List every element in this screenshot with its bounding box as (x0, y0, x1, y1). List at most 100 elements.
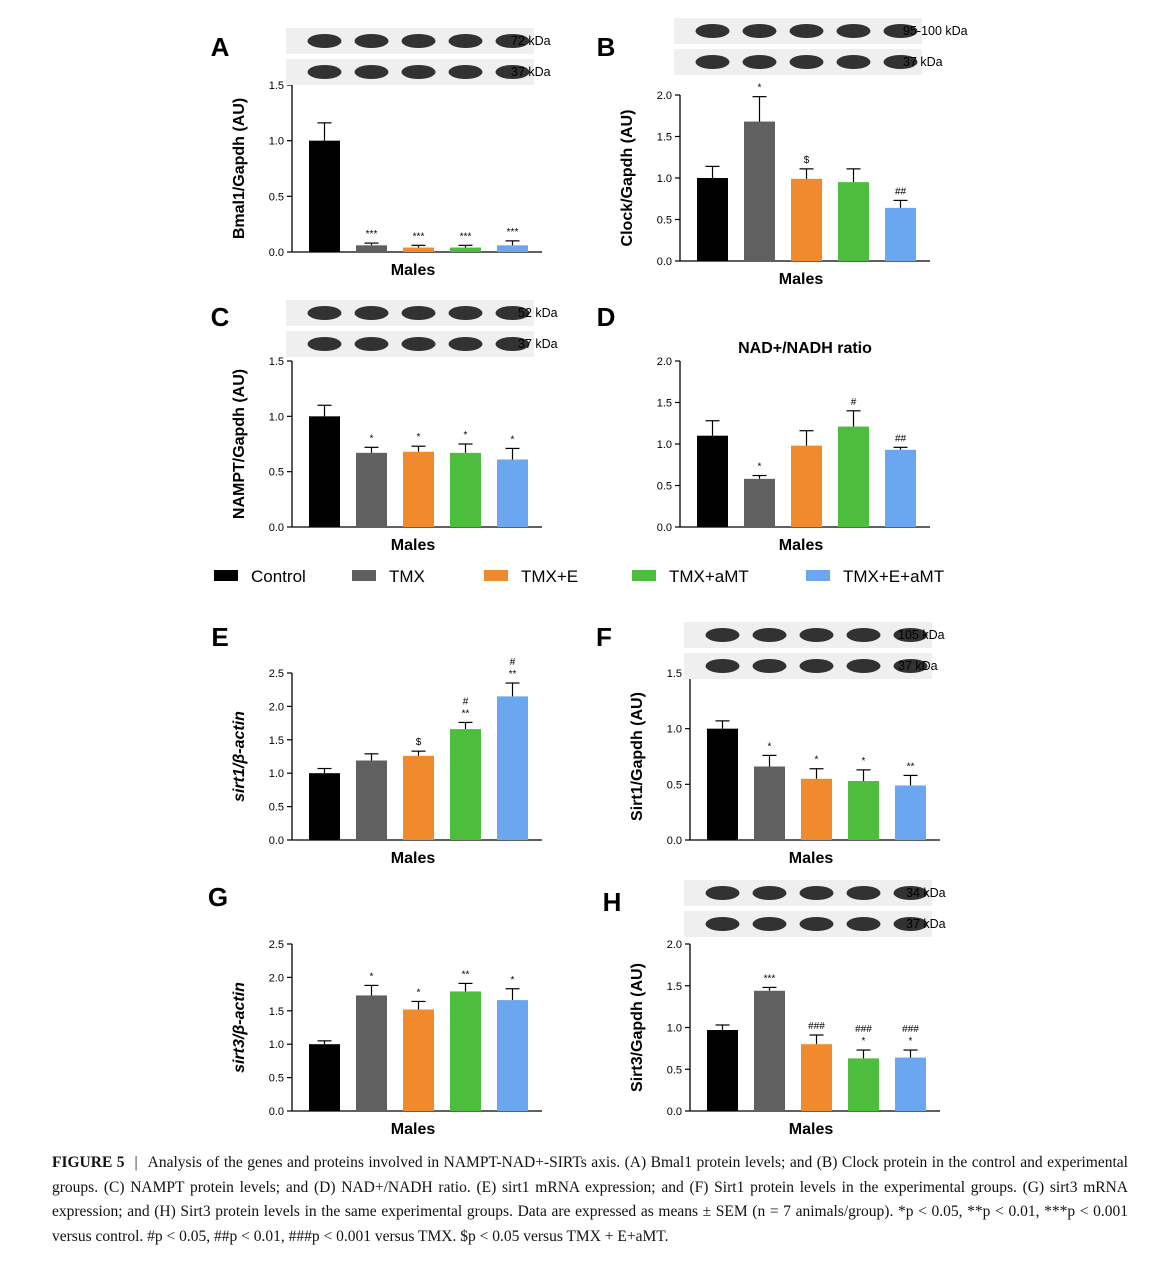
y-axis-label: Bmal1/Gapdh (AU) (231, 98, 248, 239)
blot-kda-label: 72 kDa (511, 34, 551, 48)
y-tick-label: 0.5 (269, 191, 284, 203)
blot-band (307, 34, 342, 48)
blot-kda-label: 52 kDa (518, 306, 558, 320)
bar-TMX (356, 995, 387, 1111)
x-axis-label: Males (391, 262, 436, 279)
significance-label: ## (895, 433, 907, 444)
panel-letter: F (596, 622, 612, 652)
significance-label: ** (462, 969, 470, 980)
y-tick-label: 1.0 (667, 724, 682, 736)
caption-text: Analysis of the genes and proteins invol… (52, 1154, 1128, 1245)
y-tick-label: 0.5 (269, 467, 284, 479)
significance-label: *** (460, 231, 472, 242)
legend-item: TMX+aMT (632, 567, 749, 586)
panel-E: E 0.0 0.5 1.0 1.5 2.0 2.5 sirt1/β-actin Males $ **… (211, 622, 542, 867)
blot-band (354, 65, 389, 79)
western-blot-strip (684, 653, 932, 679)
bar-TMX+E+aMT (885, 207, 916, 261)
legend-swatch (484, 570, 508, 581)
panel-C: C 0.0 0.5 1.0 1.5 NAMPT/Gapdh (AU) Males * * * * 52… (211, 300, 558, 554)
legend-label: TMX (389, 567, 425, 586)
bar-TMX+aMT (450, 247, 481, 252)
significance-label: $ (804, 155, 810, 166)
x-axis-label: Males (391, 850, 436, 867)
y-tick-label: 2.0 (269, 701, 284, 713)
y-tick-label: 0.0 (667, 1106, 682, 1118)
bar-TMX+aMT (848, 1058, 879, 1111)
blot-band (495, 306, 530, 320)
significance-label: *** (366, 229, 378, 240)
blot-kda-label: 37 kDa (906, 917, 946, 931)
y-tick-label: 0.5 (657, 481, 672, 493)
blot-band (789, 24, 824, 38)
blot-band (846, 917, 881, 931)
blot-band (742, 55, 777, 69)
x-axis-label: Males (789, 1121, 834, 1138)
significance-label: $ (416, 737, 422, 748)
significance-label: *** (507, 227, 519, 238)
y-tick-label: 2.0 (657, 356, 672, 368)
panel-letter: A (211, 32, 230, 62)
western-blot-strip (286, 331, 534, 357)
y-tick-label: 1.0 (269, 768, 284, 780)
y-tick-label: 2.0 (667, 939, 682, 951)
blot-kda-label: 95-100 kDa (903, 24, 968, 38)
y-tick-label: 1.0 (657, 173, 672, 185)
western-blot-strip (286, 300, 534, 326)
y-tick-label: 1.0 (667, 1023, 682, 1035)
bar-TMX+E (791, 178, 822, 261)
western-blot-strip (286, 28, 534, 54)
blot-band (883, 55, 918, 69)
y-tick-label: 1.0 (269, 1039, 284, 1051)
y-tick-label: 0.5 (667, 779, 682, 791)
significance-label: * (417, 987, 421, 998)
significance-label: * (758, 462, 762, 473)
blot-band (307, 337, 342, 351)
blot-band (893, 659, 928, 673)
bar-TMX+E (801, 1044, 832, 1111)
significance-label: * (768, 741, 772, 752)
blot-band (695, 24, 730, 38)
y-tick-label: 1.0 (269, 136, 284, 148)
western-blot-strip (674, 49, 922, 75)
blot-band (799, 886, 834, 900)
y-tick-label: 2.5 (269, 668, 284, 680)
significance-label: *** (764, 973, 776, 984)
blot-band (846, 659, 881, 673)
blot-band (401, 34, 436, 48)
y-tick-label: 1.0 (269, 411, 284, 423)
y-tick-label: 1.5 (667, 981, 682, 993)
caption-separator: | (134, 1154, 138, 1171)
blot-band (752, 917, 787, 931)
y-tick-label: 1.5 (269, 1006, 284, 1018)
blot-band (705, 628, 740, 642)
significance-label: # (851, 397, 857, 408)
blot-band (448, 306, 483, 320)
significance-label: * (511, 975, 515, 986)
bar-Control (309, 1044, 340, 1111)
bar-TMX (356, 760, 387, 840)
significance-label: ## (895, 186, 907, 197)
bar-TMX+aMT (848, 780, 879, 840)
blot-band (307, 306, 342, 320)
blot-kda-label: 37 kDa (511, 65, 551, 79)
blot-kda-label: 105 kDa (898, 628, 945, 642)
blot-band (495, 65, 530, 79)
bar-TMX+E+aMT (497, 1000, 528, 1111)
blot-band (893, 917, 928, 931)
blot-kda-label: 34 kDa (906, 886, 946, 900)
blot-band (836, 24, 871, 38)
blot-band (799, 628, 834, 642)
blot-band (893, 628, 928, 642)
western-blot-strip (674, 18, 922, 44)
panel-letter: C (211, 302, 230, 332)
blot-band (448, 337, 483, 351)
y-tick-label: 2.5 (269, 939, 284, 951)
y-axis-label: Sirt3/Gapdh (AU) (629, 963, 646, 1092)
y-tick-label: 2.0 (269, 972, 284, 984)
bar-TMX (744, 121, 775, 261)
